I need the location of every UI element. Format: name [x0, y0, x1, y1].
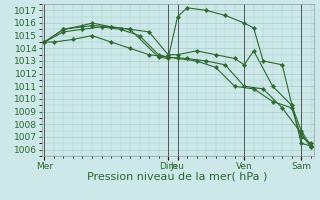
X-axis label: Pression niveau de la mer( hPa ): Pression niveau de la mer( hPa ): [87, 172, 268, 182]
